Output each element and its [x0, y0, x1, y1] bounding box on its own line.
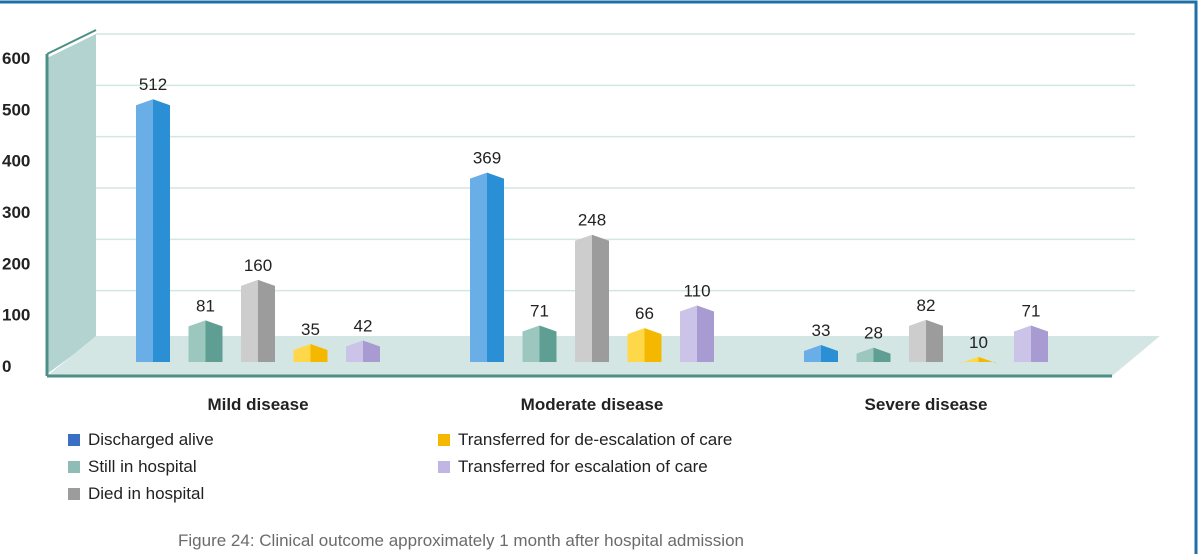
bar — [856, 347, 891, 362]
bar — [522, 325, 557, 362]
bar — [909, 319, 943, 362]
data-label: 35 — [301, 320, 320, 339]
bar-face-right — [697, 305, 714, 362]
wall-top-edge — [46, 29, 97, 55]
bar-face-left — [961, 356, 979, 363]
bar-face-left — [1014, 325, 1031, 362]
bar-face-right — [363, 340, 380, 362]
bar-face-right — [310, 344, 328, 362]
bar — [961, 356, 996, 363]
bar — [188, 320, 223, 362]
data-label: 71 — [1022, 302, 1041, 321]
y-tick-label: 300 — [2, 203, 30, 222]
data-label: 82 — [917, 296, 936, 315]
bar — [241, 279, 275, 362]
bar-face-left — [293, 344, 311, 362]
legend-label: Transferred for escalation of care — [458, 457, 708, 476]
chart-back-wall — [47, 34, 96, 375]
bar — [470, 172, 504, 362]
legend-label: Died in hospital — [88, 484, 205, 503]
category-label: Severe disease — [865, 395, 988, 414]
legend-swatch — [68, 434, 80, 446]
y-tick-label: 600 — [2, 49, 30, 68]
bar-face-left — [804, 345, 821, 362]
data-label: 81 — [196, 296, 215, 315]
legend-item-deescalation: Transferred for de-escalation of care — [438, 430, 732, 450]
figure-caption: Figure 24: Clinical outcome approximatel… — [178, 531, 744, 550]
bar-face-right — [258, 279, 275, 362]
legend-swatch — [438, 461, 450, 473]
y-tick-label: 500 — [2, 100, 30, 119]
data-label: 248 — [578, 211, 606, 230]
data-label: 10 — [969, 333, 988, 352]
bar-face-left — [188, 320, 206, 362]
bar-face-left — [627, 328, 645, 362]
y-tick-label: 200 — [2, 254, 30, 273]
category-label: Mild disease — [207, 395, 308, 414]
bar-face-left — [575, 234, 592, 362]
data-label: 110 — [683, 282, 710, 301]
bar-face-left — [136, 99, 153, 362]
y-tick-label: 400 — [2, 152, 30, 171]
legend-label: Discharged alive — [88, 430, 214, 449]
data-label: 66 — [635, 304, 654, 323]
bar — [804, 345, 838, 362]
data-label: 369 — [473, 149, 501, 168]
bar-face-right — [1031, 325, 1048, 362]
bar-face-left — [241, 279, 258, 362]
bar-face-right — [205, 320, 223, 362]
legend-label: Transferred for de-escalation of care — [458, 430, 733, 449]
legend-swatch — [438, 434, 450, 446]
category-label: Moderate disease — [521, 395, 664, 414]
bar-face-right — [644, 328, 662, 362]
data-label: 42 — [354, 316, 373, 335]
data-label: 160 — [244, 256, 272, 275]
data-label: 33 — [812, 321, 831, 340]
legend-item-discharged-alive: Discharged alive — [68, 430, 214, 450]
bar-face-left — [680, 305, 697, 362]
bar-face-right — [978, 356, 996, 363]
legend-item-still-in-hospital: Still in hospital — [68, 457, 197, 477]
bar-face-right — [539, 325, 557, 362]
bar-face-right — [153, 99, 170, 362]
y-tick-label: 100 — [2, 306, 30, 325]
bar-face-right — [821, 345, 838, 362]
bar — [1014, 325, 1048, 362]
bar — [293, 344, 328, 362]
bar-face-right — [487, 172, 504, 362]
bar-face-left — [909, 319, 926, 362]
bar-face-right — [592, 234, 609, 362]
bar-face-right — [873, 347, 891, 362]
bar — [680, 305, 714, 362]
legend-item-died-in-hospital: Died in hospital — [68, 484, 204, 504]
data-label: 28 — [864, 324, 883, 343]
legend-swatch — [68, 488, 80, 500]
bar — [346, 340, 380, 362]
data-label: 71 — [530, 302, 549, 321]
data-label: 512 — [139, 75, 167, 94]
bar — [627, 328, 662, 362]
y-tick-label: 0 — [2, 357, 11, 376]
bar — [575, 234, 609, 362]
legend-label: Still in hospital — [88, 457, 197, 476]
bar-face-left — [470, 172, 487, 362]
bar — [136, 99, 170, 362]
bar-face-left — [346, 340, 363, 362]
legend-swatch — [68, 461, 80, 473]
bar-face-right — [926, 319, 943, 362]
legend-item-escalation: Transferred for escalation of care — [438, 457, 708, 477]
bar-face-left — [522, 325, 540, 362]
bar-face-left — [856, 347, 874, 362]
